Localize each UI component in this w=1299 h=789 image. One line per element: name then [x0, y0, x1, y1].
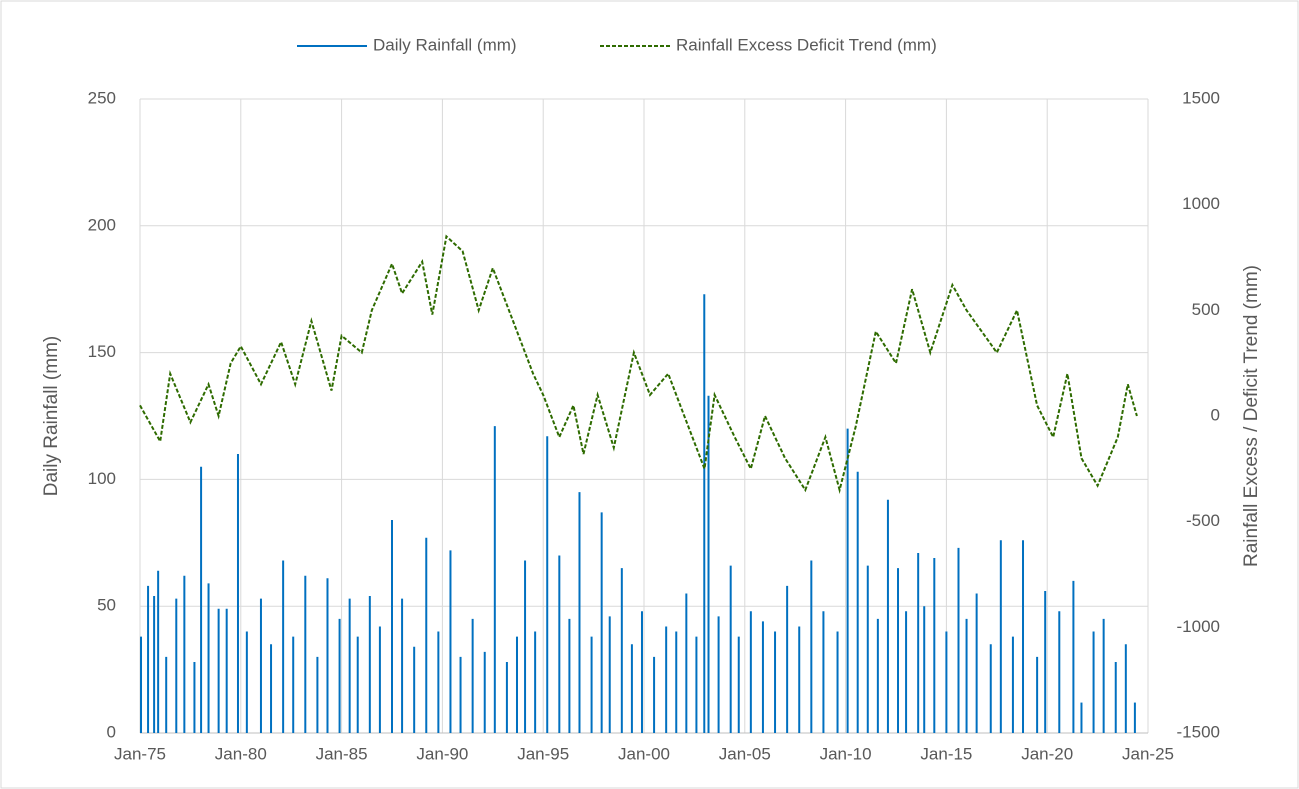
y-tick-label: 150 — [88, 342, 116, 361]
x-tick-label: Jan-05 — [719, 744, 771, 763]
x-tick-label: Jan-95 — [517, 744, 569, 763]
y-tick-label: 200 — [88, 215, 116, 234]
x-tick-label: Jan-00 — [618, 744, 670, 763]
y2-tick-label: -500 — [1186, 511, 1220, 530]
y2-tick-label: -1500 — [1177, 722, 1220, 741]
x-tick-label: Jan-20 — [1021, 744, 1073, 763]
x-tick-label: Jan-85 — [316, 744, 368, 763]
y-tick-label: 0 — [107, 722, 116, 741]
x-tick-label: Jan-80 — [215, 744, 267, 763]
x-tick-label: Jan-75 — [114, 744, 166, 763]
trend-line — [139, 234, 1138, 494]
x-tick-label: Jan-15 — [920, 744, 972, 763]
y2-axis-label: Rainfall Excess / Deficit Trend (mm) — [1241, 265, 1262, 567]
x-tick-label: Jan-90 — [416, 744, 468, 763]
y2-tick-label: -1000 — [1177, 617, 1220, 636]
y2-tick-label: 1000 — [1182, 194, 1220, 213]
y2-tick-label: 500 — [1192, 300, 1220, 319]
y-tick-label: 100 — [88, 469, 116, 488]
y-tick-label: 50 — [97, 596, 116, 615]
x-tick-label: Jan-25 — [1122, 744, 1174, 763]
y-axis-label: Daily Rainfall (mm) — [41, 336, 62, 496]
y2-tick-label: 0 — [1211, 405, 1220, 424]
x-tick-label: Jan-10 — [820, 744, 872, 763]
y-tick-label: 250 — [88, 88, 116, 107]
y2-tick-label: 1500 — [1182, 88, 1220, 107]
legend-label: Daily Rainfall (mm) — [373, 35, 517, 54]
legend-label: Rainfall Excess Deficit Trend (mm) — [676, 35, 937, 54]
